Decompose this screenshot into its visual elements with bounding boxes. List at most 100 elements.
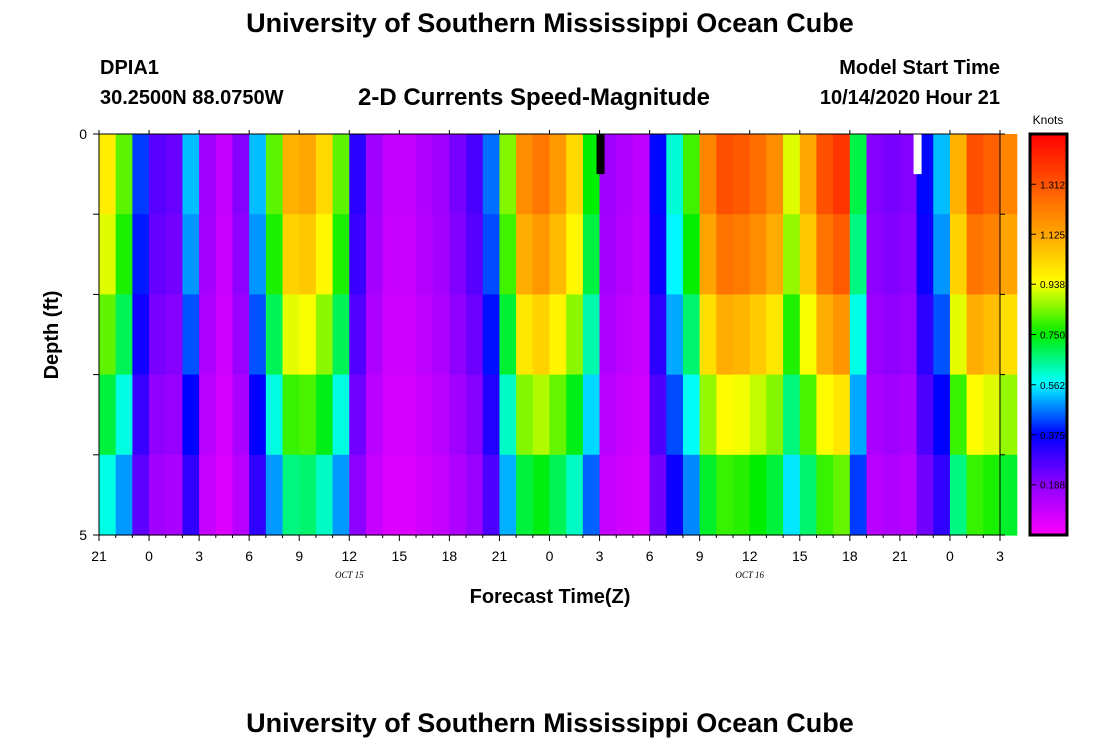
- heatmap-cell: [983, 454, 1001, 536]
- model-start-value: 10/14/2020 Hour 21: [819, 87, 1000, 109]
- heatmap-cell: [699, 134, 717, 215]
- heatmap-cell: [632, 454, 651, 536]
- heatmap-cell: [632, 134, 651, 215]
- x-tick-label: 21: [892, 548, 908, 564]
- footer-title: University of Southern Mississippi Ocean…: [246, 708, 854, 738]
- heatmap-cell: [449, 214, 467, 295]
- heatmap-cell: [582, 134, 601, 215]
- heatmap-cell: [365, 134, 384, 215]
- heatmap-cell: [165, 294, 184, 376]
- heatmap-cell: [265, 214, 284, 295]
- heatmap-cell: [416, 294, 434, 376]
- heatmap-cell: [883, 134, 901, 215]
- heatmap-cell: [766, 214, 784, 295]
- heatmap-cell: [249, 134, 267, 215]
- heatmap-cell: [899, 214, 918, 295]
- heatmap-cell: [482, 214, 501, 295]
- heatmap-cell: [449, 374, 467, 456]
- heatmap-cell: [849, 134, 868, 215]
- heatmap-cell: [916, 294, 934, 376]
- heatmap-cell: [783, 134, 801, 215]
- heatmap-cell: [582, 214, 601, 295]
- heatmap-cell: [682, 214, 701, 295]
- heatmap-cell: [349, 214, 367, 295]
- heatmap-cell: [699, 294, 717, 376]
- y-axis-label: Depth (ft): [41, 291, 63, 380]
- colorbar-tick-label: 0.188: [1040, 481, 1065, 492]
- heatmap-cell: [149, 294, 167, 376]
- heatmap-cell: [666, 134, 684, 215]
- heatmap-cell: [766, 454, 784, 536]
- heatmap-cell: [365, 294, 384, 376]
- heatmap-cell: [499, 454, 517, 536]
- heatmap-cell: [966, 374, 984, 456]
- heatmap-cell: [682, 134, 701, 215]
- heatmap-cell: [265, 374, 284, 456]
- heatmap-cell: [516, 454, 534, 536]
- heatmap-cell: [566, 294, 584, 376]
- colorbar-label: Knots: [1033, 113, 1064, 127]
- heatmap-cell: [733, 374, 751, 456]
- heatmap-cell: [365, 454, 384, 536]
- colorbar-tick-label: 0.562: [1040, 381, 1065, 392]
- heatmap-cell: [699, 454, 717, 536]
- heatmap-cell: [265, 134, 284, 215]
- heatmap-cell: [866, 454, 884, 536]
- heatmap-cell: [949, 374, 968, 456]
- heatmap-cell: [899, 374, 918, 456]
- heatmap-cell: [532, 214, 551, 295]
- heatmap-cell: [716, 134, 734, 215]
- heatmap-cell: [682, 374, 701, 456]
- heatmap-cell: [816, 454, 834, 536]
- heatmap-cell: [1000, 454, 1018, 536]
- heatmap-cell: [265, 454, 284, 536]
- heatmap-cell: [215, 134, 234, 215]
- heatmap-cell: [933, 294, 951, 376]
- heatmap-cell: [315, 374, 334, 456]
- heatmap-cell: [399, 214, 417, 295]
- heatmap-cell: [215, 294, 234, 376]
- heatmap-cell: [582, 374, 601, 456]
- heatmap-cell: [432, 374, 450, 456]
- heatmap-cell: [949, 294, 968, 376]
- heatmap-cell: [399, 374, 417, 456]
- heatmap-cell: [649, 214, 667, 295]
- heatmap-cell: [649, 454, 667, 536]
- heatmap-cell: [899, 454, 918, 536]
- heatmap-cell: [115, 134, 133, 215]
- heatmap-cell: [883, 214, 901, 295]
- heatmap-cell: [549, 214, 567, 295]
- x-tick-label: 12: [742, 548, 758, 564]
- heatmap-cell: [733, 214, 751, 295]
- heatmap-cell: [816, 374, 834, 456]
- x-tick-label: 21: [492, 548, 508, 564]
- heatmap-cell: [432, 134, 450, 215]
- heatmap-cell: [749, 134, 768, 215]
- x-tick-label: 18: [442, 548, 458, 564]
- heatmap-cell: [299, 134, 317, 215]
- y-tick-label: 5: [79, 527, 87, 543]
- x-tick-label: 15: [392, 548, 408, 564]
- heatmap-cell: [466, 134, 484, 215]
- heatmap-cell: [215, 454, 234, 536]
- heatmap-cell: [382, 454, 400, 536]
- heatmap-cell: [332, 294, 350, 376]
- heatmap-cell: [866, 214, 884, 295]
- heatmap-cell: [833, 134, 851, 215]
- heatmap-cell: [232, 374, 250, 456]
- x-tick-label: 0: [145, 548, 153, 564]
- heatmap-cell: [966, 454, 984, 536]
- heatmap-cell: [182, 214, 200, 295]
- heatmap-cell: [949, 214, 968, 295]
- heatmap-cell: [749, 454, 768, 536]
- heatmap-cell: [482, 294, 501, 376]
- heatmap-cell: [899, 134, 918, 215]
- heatmap-cell: [566, 454, 584, 536]
- x-tick-label: 15: [792, 548, 808, 564]
- heatmap-cell: [315, 294, 334, 376]
- heatmap-cell: [616, 294, 634, 376]
- heatmap-cell: [182, 454, 200, 536]
- heatmap-cell: [332, 454, 350, 536]
- heatmap-cell: [182, 134, 200, 215]
- missing-data-cell: [596, 134, 605, 175]
